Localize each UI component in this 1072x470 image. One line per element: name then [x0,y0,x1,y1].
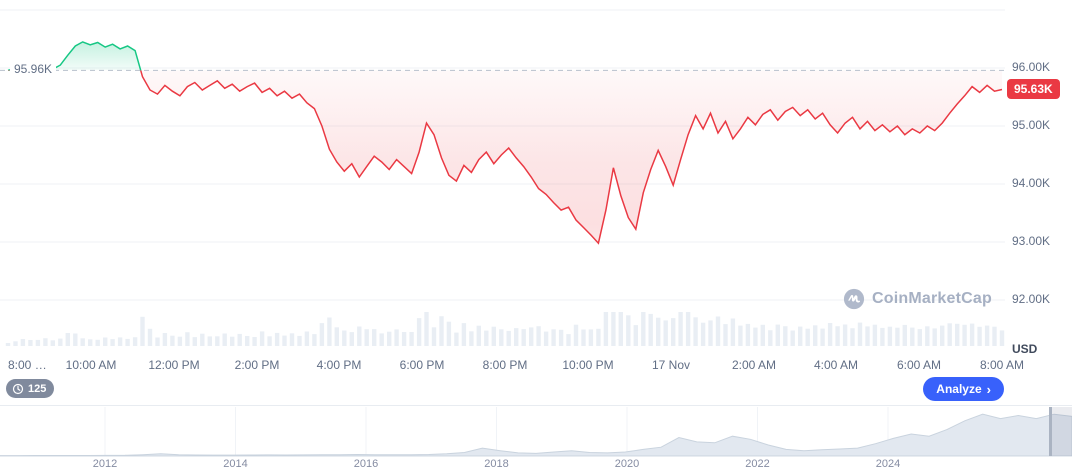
navigator-year-tick: 2016 [353,458,379,470]
navigator-area [0,413,1072,457]
watermark: CoinMarketCap [843,288,992,310]
navigator-year-axis: 2012 2014 2016 2018 2020 2022 2024 [0,458,1072,470]
chart-toolbar: 125 Analyze › [0,372,1072,405]
y-axis-tick: 95.00K [1012,118,1051,132]
clock-icon [12,383,24,394]
navigator-year-tick: 2020 [614,458,640,470]
analyze-button[interactable]: Analyze › [923,377,1004,401]
chevron-right-icon: › [986,381,991,397]
navigator-year-tick: 2022 [745,458,770,470]
coinmarketcap-logo-icon [843,288,865,310]
history-count-label: 125 [28,382,47,395]
navigator-chart-canvas[interactable] [0,407,1072,457]
x-axis-tick: 2:00 AM [731,358,777,372]
range-navigator[interactable]: 2012 2014 2016 2018 2020 2022 2024 [0,405,1072,470]
x-axis-tick: 6:00 AM [896,358,942,372]
x-axis-tick: 8:00 … [8,358,47,372]
price-area-above [8,41,1002,71]
main-chart-area: 95.96K 96.00K 95.00K 94.00K 93.00K 92.00K US… [0,0,1072,372]
y-axis: 96.00K 95.00K 94.00K 93.00K 92.00K [1010,0,1072,355]
x-axis-tick: 4:00 AM [813,358,859,372]
y-axis-tick: 96.00K [1012,60,1051,74]
x-axis-tick: 12:00 PM [148,358,200,372]
price-chart-canvas[interactable] [0,0,1005,355]
volume-bars [5,312,1005,346]
current-price-badge: 95.63K [1007,79,1060,99]
navigator-year-tick: 2014 [223,458,248,470]
x-axis-tick: 6:00 PM [399,358,445,372]
history-count-badge[interactable]: 125 [6,379,55,398]
x-axis-tick: 8:00 AM [979,358,1025,372]
x-axis-tick: 8:00 PM [482,358,528,372]
y-axis-unit-label: USD [1012,342,1038,356]
price-area-below [18,70,1002,244]
navigator-selection [1052,407,1072,456]
y-axis-tick: 94.00K [1012,176,1051,190]
x-axis-tick: 17 Nov [651,358,691,372]
watermark-text: CoinMarketCap [872,290,992,307]
y-axis-tick: 93.00K [1012,234,1051,248]
x-axis-tick: 4:00 PM [316,358,362,372]
analyze-label: Analyze [936,382,982,396]
x-axis-tick: 10:00 AM [65,358,117,372]
price-line-down [8,70,1003,245]
navigator-year-tick: 2018 [484,458,509,470]
y-axis-tick: 92.00K [1012,292,1051,306]
baseline-price-label: 95.96K [10,62,57,76]
x-axis: 8:00 … 10:00 AM 12:00 PM 2:00 PM 4:00 PM 6:00… [0,358,1024,374]
navigator-year-tick: 2024 [875,458,901,470]
gridlines [0,9,1005,301]
navigator-handle [1049,407,1052,456]
x-axis-tick: 10:00 PM [562,358,614,372]
x-axis-tick: 2:00 PM [234,358,280,372]
navigator-year-tick: 2012 [92,458,118,470]
